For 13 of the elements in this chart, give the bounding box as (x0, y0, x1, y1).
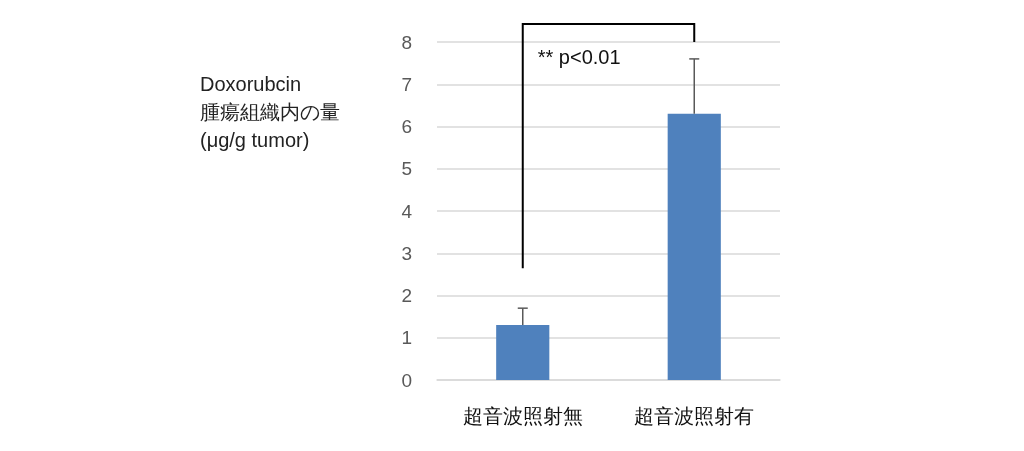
y-tick-label: 2 (401, 285, 412, 306)
y-tick-label: 6 (401, 116, 412, 137)
y-tick-label: 5 (401, 158, 412, 180)
y-tick-label: 8 (401, 31, 412, 53)
y-axis-title: Doxorubcin 腫瘍組織内の量 (μg/g tumor) (200, 72, 340, 153)
y-tick-label: 7 (401, 73, 412, 95)
x-tick-label: 超音波照射無 (462, 405, 583, 427)
y-tick-label: 0 (401, 369, 412, 391)
annotation: ** p<0.01 (537, 46, 621, 69)
x-tick-label: 超音波照射有 (634, 405, 755, 427)
y-tick-label: 3 (401, 242, 412, 264)
y-tick-label: 1 (401, 327, 412, 349)
y-tick-label: 4 (401, 200, 413, 222)
